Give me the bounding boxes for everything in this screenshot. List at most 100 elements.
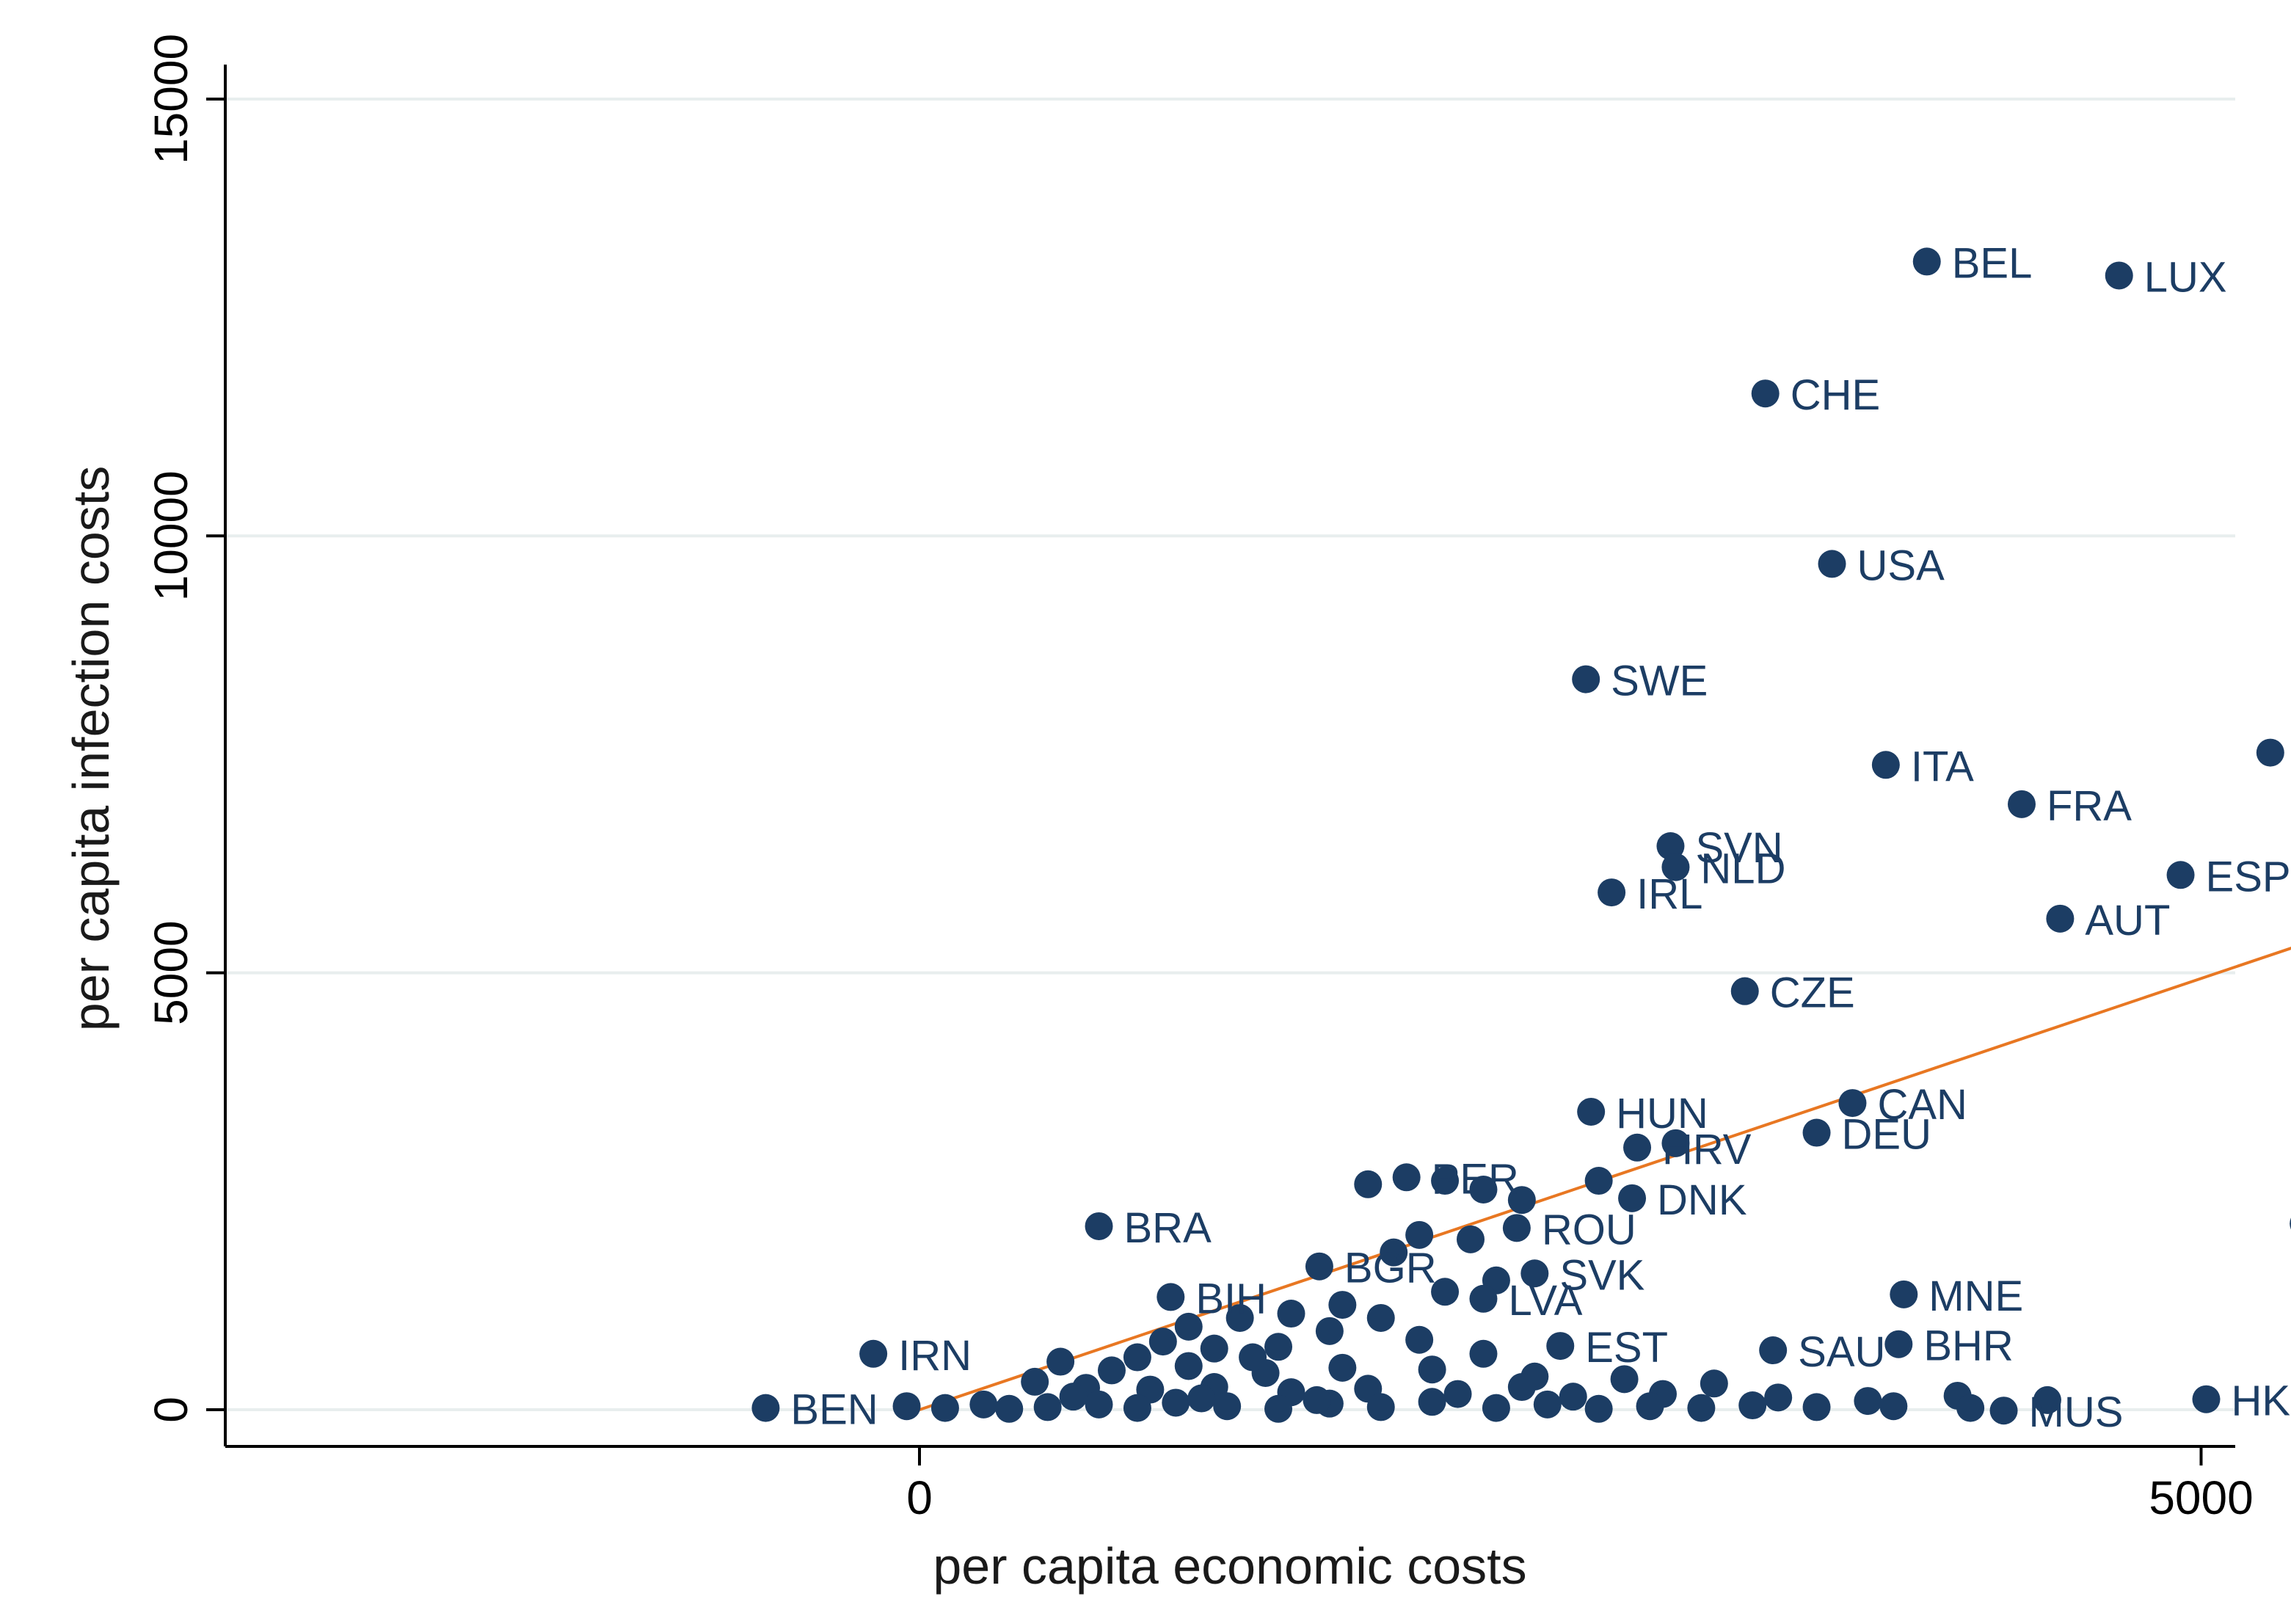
scatter-point-gbr <box>2256 738 2284 767</box>
scatter-point-ita <box>1871 751 1900 779</box>
point-label-bhr: BHR <box>1923 1322 2013 1370</box>
point-label-sau: SAU <box>1798 1328 1885 1376</box>
scatter-point-swe <box>1572 665 1600 693</box>
scatter-point <box>1507 1373 1536 1402</box>
scatter-point <box>1328 1291 1357 1319</box>
scatter-point <box>1610 1365 1639 1394</box>
scatter-point-bel <box>1912 247 1941 276</box>
scatter-point-cze <box>1730 977 1759 1005</box>
scatter-point-irn <box>859 1339 888 1368</box>
scatter-point-per <box>1392 1163 1421 1192</box>
scatter-point <box>1264 1394 1293 1423</box>
scatter-point <box>1366 1393 1395 1421</box>
scatter-point <box>2033 1386 2061 1414</box>
scatter-point-hun <box>1577 1097 1606 1126</box>
scatter-point <box>995 1394 1024 1423</box>
point-label-svk: SVK <box>1559 1251 1645 1299</box>
point-label-deu: DEU <box>1842 1111 1931 1159</box>
scatter-point <box>892 1392 921 1421</box>
scatter-point <box>1456 1225 1485 1253</box>
fit-line <box>919 947 2291 1411</box>
point-label-swe: SWE <box>1611 658 1708 705</box>
scatter-point-svn <box>1656 831 1685 860</box>
scatter-point-svk <box>1520 1259 1549 1288</box>
scatter-point-ben <box>751 1394 780 1422</box>
scatter-point-usa <box>1818 550 1846 578</box>
y-tick-label-0: 0 <box>145 1397 197 1423</box>
point-label-che: CHE <box>1791 371 1880 419</box>
point-label-lva: LVA <box>1508 1277 1582 1325</box>
point-label-irl: IRL <box>1636 870 1702 918</box>
point-label-bih: BIH <box>1195 1275 1267 1322</box>
point-label-mus: MUS <box>2029 1388 2124 1436</box>
point-label-lux: LUX <box>2144 253 2227 301</box>
point-label-usa: USA <box>1857 542 1945 589</box>
scatter-point <box>1405 1220 1434 1249</box>
point-label-bgr: BGR <box>1344 1245 1437 1292</box>
point-label-can: CAN <box>1877 1081 1967 1129</box>
labels-layer: BELLUXCHEUSASWEGBRITAFRASVNNLDESPIRLAUTC… <box>790 239 2291 1436</box>
scatter-point <box>930 1394 959 1422</box>
scatter-point-hrv <box>1623 1133 1652 1162</box>
scatter-point <box>1661 1129 1690 1157</box>
scatter-point <box>1085 1390 1113 1419</box>
scatter-point-sau <box>1759 1336 1788 1365</box>
scatter-point <box>1174 1312 1203 1341</box>
scatter-point <box>1418 1388 1446 1416</box>
scatter-point <box>1187 1384 1216 1413</box>
scatter-point <box>1443 1380 1472 1408</box>
scatter-point <box>1469 1339 1498 1368</box>
scatter-point <box>1162 1388 1190 1417</box>
scatter-point <box>1380 1238 1408 1267</box>
scatter-point-bgr <box>1305 1252 1333 1281</box>
point-label-hrv: HRV <box>1662 1126 1752 1173</box>
y-tick-label-15000: 15000 <box>145 34 197 164</box>
point-label-mne: MNE <box>1928 1272 2023 1320</box>
scatter-point-can <box>1838 1089 1867 1118</box>
scatter-point <box>1431 1167 1460 1195</box>
point-label-fra: FRA <box>2047 782 2132 830</box>
point-label-svn: SVN <box>1695 824 1782 872</box>
scatter-point <box>1239 1343 1267 1372</box>
scatter-point <box>1148 1328 1177 1356</box>
scatter-point-bhr <box>1884 1330 1913 1358</box>
scatter-point-lux <box>2105 261 2133 290</box>
scatter-point <box>1687 1394 1716 1422</box>
scatter-point-che <box>1751 379 1780 408</box>
y-tick-label-5000: 5000 <box>145 920 197 1024</box>
point-label-ben: BEN <box>790 1386 878 1434</box>
scatter-point-mne <box>1890 1280 1918 1308</box>
x-axis-title: per capita economic costs <box>933 1537 1526 1595</box>
scatter-point-aut <box>2046 904 2075 933</box>
scatter-point <box>1533 1390 1562 1419</box>
scatter-point <box>1366 1303 1395 1332</box>
scatter-point <box>1059 1383 1088 1411</box>
point-label-rou: ROU <box>1542 1206 1636 1253</box>
scatter-point <box>1264 1333 1293 1361</box>
scatter-point <box>1418 1355 1446 1384</box>
scatter-point-bih <box>1157 1283 1185 1311</box>
point-label-dnk: DNK <box>1657 1176 1747 1224</box>
scatter-point <box>1213 1392 1242 1421</box>
scatter-point <box>1315 1317 1344 1345</box>
scatter-point-lva <box>1469 1284 1498 1313</box>
scatter-point <box>1802 1393 1831 1421</box>
scatter-point <box>1405 1325 1434 1354</box>
axes-layer <box>224 65 2235 1448</box>
point-label-irn: IRN <box>898 1332 972 1380</box>
scatter-point <box>969 1390 998 1419</box>
scatter-point-mus <box>1989 1397 2018 1425</box>
scatter-point <box>1225 1303 1254 1332</box>
scatter-point-dnk <box>1618 1184 1647 1212</box>
scatter-point <box>1482 1394 1510 1422</box>
scatter-point-deu <box>1802 1118 1831 1147</box>
scatter-point <box>1097 1356 1126 1385</box>
scatter-point <box>1046 1347 1075 1376</box>
point-label-esp: ESP <box>2206 853 2291 900</box>
point-label-per: PER <box>1432 1155 1519 1203</box>
points-layer <box>751 247 2291 1425</box>
scatter-point <box>1328 1353 1357 1382</box>
point-label-bra: BRA <box>1124 1204 1212 1252</box>
